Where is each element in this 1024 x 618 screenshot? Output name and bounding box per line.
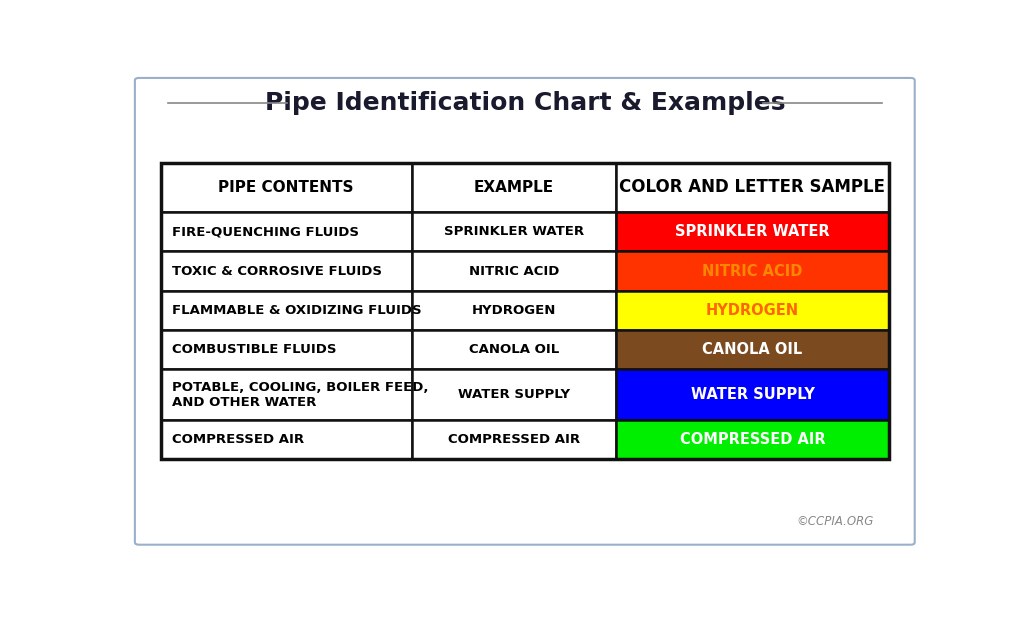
Bar xyxy=(615,330,889,370)
Text: POTABLE, COOLING, BOILER FEED,
AND OTHER WATER: POTABLE, COOLING, BOILER FEED, AND OTHER… xyxy=(172,381,429,408)
Text: ©CCPIA.ORG: ©CCPIA.ORG xyxy=(797,515,873,528)
Text: COMBUSTIBLE FLUIDS: COMBUSTIBLE FLUIDS xyxy=(172,343,337,356)
Bar xyxy=(412,330,615,370)
Bar xyxy=(412,420,615,459)
Bar xyxy=(615,370,889,420)
Text: COLOR AND LETTER SAMPLE: COLOR AND LETTER SAMPLE xyxy=(620,179,886,197)
Text: TOXIC & CORROSIVE FLUIDS: TOXIC & CORROSIVE FLUIDS xyxy=(172,265,382,277)
Bar xyxy=(161,163,889,459)
Text: HYDROGEN: HYDROGEN xyxy=(472,304,556,317)
Bar xyxy=(615,420,889,459)
Text: NITRIC ACID: NITRIC ACID xyxy=(469,265,559,277)
Bar xyxy=(161,370,412,420)
Text: SPRINKLER WATER: SPRINKLER WATER xyxy=(443,225,584,238)
Text: CANOLA OIL: CANOLA OIL xyxy=(702,342,803,357)
Bar xyxy=(412,163,615,212)
Bar xyxy=(615,290,889,330)
Text: COMPRESSED AIR: COMPRESSED AIR xyxy=(172,433,304,446)
Text: WATER SUPPLY: WATER SUPPLY xyxy=(690,387,814,402)
Text: COMPRESSED AIR: COMPRESSED AIR xyxy=(680,432,825,447)
Text: Pipe Identification Chart & Examples: Pipe Identification Chart & Examples xyxy=(264,91,785,116)
Text: HYDROGEN: HYDROGEN xyxy=(706,303,799,318)
FancyBboxPatch shape xyxy=(135,78,914,544)
Text: WATER SUPPLY: WATER SUPPLY xyxy=(458,388,570,401)
Text: EXAMPLE: EXAMPLE xyxy=(474,180,554,195)
Text: NITRIC ACID: NITRIC ACID xyxy=(702,263,803,279)
Bar xyxy=(412,212,615,252)
Bar xyxy=(412,370,615,420)
Text: SPRINKLER WATER: SPRINKLER WATER xyxy=(675,224,829,239)
Text: COMPRESSED AIR: COMPRESSED AIR xyxy=(447,433,580,446)
Bar xyxy=(615,252,889,290)
Bar xyxy=(412,252,615,290)
Bar xyxy=(161,420,412,459)
Bar xyxy=(161,330,412,370)
Text: CANOLA OIL: CANOLA OIL xyxy=(469,343,559,356)
Bar xyxy=(161,252,412,290)
Text: FLAMMABLE & OXIDIZING FLUIDS: FLAMMABLE & OXIDIZING FLUIDS xyxy=(172,304,422,317)
Text: PIPE CONTENTS: PIPE CONTENTS xyxy=(218,180,354,195)
Text: FIRE-QUENCHING FLUIDS: FIRE-QUENCHING FLUIDS xyxy=(172,225,359,238)
Bar xyxy=(161,212,412,252)
Bar xyxy=(161,163,412,212)
Bar xyxy=(161,290,412,330)
Bar xyxy=(615,163,889,212)
Bar xyxy=(412,290,615,330)
Bar xyxy=(615,212,889,252)
